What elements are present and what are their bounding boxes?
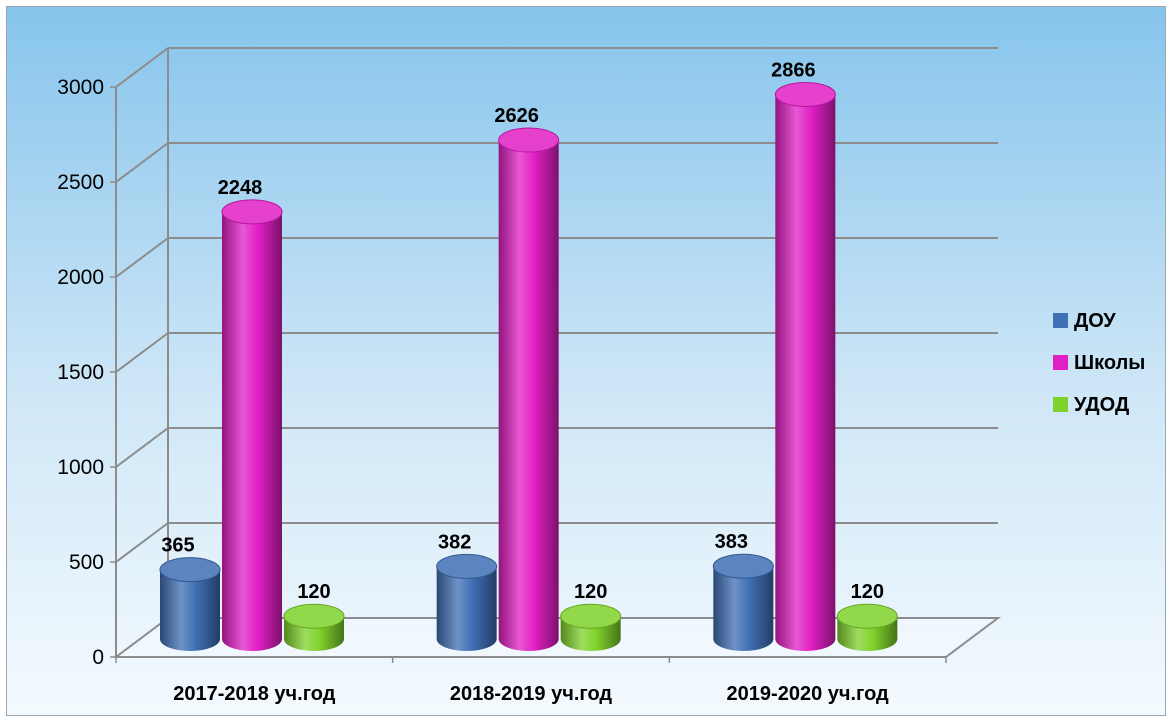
data-label: 120 (297, 581, 330, 603)
legend-label: ДОУ (1074, 310, 1116, 332)
gridline-side (115, 47, 169, 88)
legend: ДОУ Школы УДОД (1053, 310, 1145, 416)
gridline-side (115, 237, 169, 278)
bar-body (775, 94, 836, 651)
bar-body (160, 569, 220, 651)
data-label: 365 (161, 535, 194, 557)
bar-УДОД (836, 603, 898, 651)
category-label: 2018-2019 уч.год (450, 683, 613, 705)
legend-swatch (1053, 355, 1068, 370)
y-tick-label: 1000 (57, 456, 104, 479)
y-tick-label: 0 (92, 646, 104, 669)
bar-ДОУ (159, 557, 221, 651)
bar-ДОУ (712, 553, 774, 651)
gridline-side (115, 427, 169, 468)
y-tick-label: 2000 (57, 266, 104, 289)
data-label: 2626 (494, 105, 539, 127)
data-label: 120 (851, 581, 884, 603)
y-tick-label: 1500 (57, 361, 104, 384)
legend-swatch (1053, 397, 1068, 412)
bar-body (436, 566, 497, 651)
legend-label: УДОД (1074, 394, 1129, 416)
axes: 0 500 1000 1500 2000 2500 3000 2017-2018 уч.год… (57, 76, 947, 705)
y-tick-label: 500 (69, 551, 104, 574)
gridline-side (115, 142, 169, 183)
bar-Школы (498, 127, 560, 651)
bar-top (283, 603, 345, 629)
gridline-side (115, 522, 169, 563)
bar-top (836, 603, 898, 629)
bar-Школы (774, 81, 836, 651)
data-label: 383 (715, 531, 748, 553)
bar-ДОУ (436, 553, 498, 651)
bar-body (222, 211, 282, 651)
bar-body (498, 140, 559, 651)
bars (159, 81, 898, 651)
bar-top (774, 81, 836, 107)
bar-УДОД (560, 603, 622, 651)
data-label: 120 (574, 581, 607, 603)
legend-label: Школы (1074, 352, 1145, 374)
y-tick-label: 2500 (57, 171, 104, 194)
y-tick-label: 3000 (57, 76, 104, 99)
data-label: 2866 (771, 59, 816, 81)
data-labels: 365 382 383 2248 2626 2866 120 120 120 (161, 59, 884, 603)
category-label: 2017-2018 уч.год (173, 683, 336, 705)
legend-swatch (1053, 313, 1068, 328)
bar-top (221, 199, 283, 225)
category-label: 2019-2020 уч.год (727, 683, 890, 705)
bar-body (713, 566, 774, 651)
bar-top (712, 553, 774, 579)
data-label: 2248 (218, 177, 263, 199)
data-label: 382 (438, 531, 471, 553)
bar-top (436, 553, 498, 579)
gridline-side (115, 332, 169, 373)
bar-УДОД (283, 603, 345, 651)
bar-Школы (221, 199, 283, 651)
bar-top (560, 603, 622, 629)
chart-frame (6, 6, 1166, 716)
bar-top (498, 127, 560, 153)
bar-top (159, 557, 221, 583)
